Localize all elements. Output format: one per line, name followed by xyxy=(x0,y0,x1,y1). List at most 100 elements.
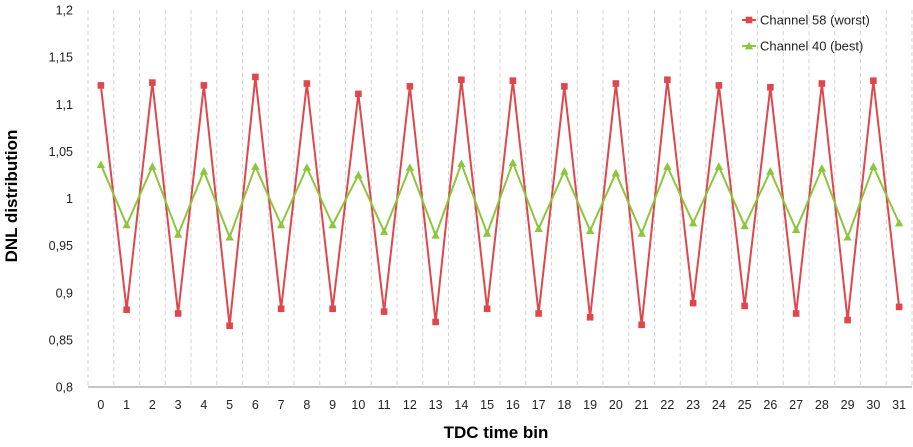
y-tick-label: 1,15 xyxy=(49,51,73,65)
data-point xyxy=(843,232,852,241)
data-point xyxy=(844,316,851,324)
data-point xyxy=(741,302,748,310)
data-point xyxy=(432,318,439,326)
data-point xyxy=(534,224,543,233)
data-point xyxy=(638,321,645,329)
data-point xyxy=(149,79,156,86)
data-point xyxy=(688,218,698,227)
x-tick-label: 9 xyxy=(329,398,336,412)
data-point xyxy=(302,163,312,171)
x-tick-label: 26 xyxy=(763,398,777,412)
x-tick-label: 28 xyxy=(815,398,829,412)
series-layer xyxy=(96,73,904,330)
legend-item: Channel 40 (best) xyxy=(742,39,863,54)
y-tick-label: 1,1 xyxy=(56,98,73,112)
data-point xyxy=(767,83,774,91)
data-point xyxy=(560,166,569,175)
x-tick-label: 20 xyxy=(609,398,623,412)
x-tick-label: 0 xyxy=(97,398,104,412)
legend: Channel 58 (worst) Channel 40 (best) xyxy=(742,13,870,54)
x-tick-label: 7 xyxy=(278,398,285,412)
x-tick-label: 1 xyxy=(123,398,130,412)
data-point xyxy=(200,82,208,89)
x-tick-label: 10 xyxy=(351,398,365,412)
data-point xyxy=(457,159,466,168)
x-tick-label: 25 xyxy=(738,398,752,412)
x-tick-label: 2 xyxy=(149,398,156,412)
series-line xyxy=(99,161,901,239)
data-point xyxy=(895,303,903,311)
data-point xyxy=(483,305,491,313)
data-point xyxy=(174,310,182,317)
legend-item: Channel 58 (worst) xyxy=(742,13,870,28)
data-point xyxy=(96,160,106,168)
x-tick-label: 29 xyxy=(841,398,855,412)
x-tick-labels: 0 1 2 3 4 5 6 7 8 9 10 11 12 13 14 15 16 17 18 19 20 21 22 23 24… xyxy=(97,398,906,412)
data-point xyxy=(199,166,209,175)
data-point xyxy=(431,231,440,239)
x-tick-label: 18 xyxy=(557,398,571,412)
series-line xyxy=(99,75,901,327)
data-point xyxy=(251,162,260,170)
data-point xyxy=(869,162,878,170)
x-tick-label: 14 xyxy=(454,398,468,412)
data-point xyxy=(664,76,671,84)
data-point xyxy=(791,225,801,234)
legend-marker xyxy=(744,41,754,50)
x-tick-label: 21 xyxy=(635,398,649,412)
data-point xyxy=(509,77,517,84)
x-tick-label: 19 xyxy=(583,398,597,412)
x-tick-label: 22 xyxy=(660,398,674,412)
x-tick-label: 16 xyxy=(506,398,520,412)
data-point xyxy=(870,77,877,84)
data-point xyxy=(715,82,723,89)
x-tick-label: 17 xyxy=(532,398,546,412)
x-tick-label: 13 xyxy=(429,398,443,412)
x-tick-label: 24 xyxy=(712,398,726,412)
data-point xyxy=(226,322,233,330)
data-point xyxy=(406,83,414,90)
data-point xyxy=(328,220,337,229)
data-point xyxy=(482,229,492,237)
y-tick-label: 0,95 xyxy=(49,239,73,253)
x-tick-label: 30 xyxy=(866,398,880,412)
data-point xyxy=(97,82,105,89)
data-point xyxy=(173,230,183,238)
x-tick-label: 3 xyxy=(175,398,182,412)
data-point xyxy=(405,163,415,171)
x-tick-label: 15 xyxy=(480,398,494,412)
data-point xyxy=(379,227,389,235)
data-point xyxy=(714,162,724,170)
data-point xyxy=(740,221,749,230)
y-tick-label: 0,8 xyxy=(56,381,73,395)
data-point xyxy=(817,164,827,172)
x-tick-label: 31 xyxy=(892,398,906,412)
y-tick-label: 1 xyxy=(66,192,73,206)
data-point xyxy=(252,73,259,81)
data-point xyxy=(894,218,904,227)
x-tick-label: 11 xyxy=(378,398,391,412)
series-1 xyxy=(97,73,903,330)
x-tick-label: 23 xyxy=(686,398,700,412)
y-tick-label: 0,9 xyxy=(56,286,73,300)
legend-marker xyxy=(745,16,753,24)
data-point xyxy=(508,158,518,167)
data-point xyxy=(380,308,388,315)
y-tick-label: 1,2 xyxy=(56,4,73,18)
data-point xyxy=(611,168,621,177)
data-point xyxy=(612,80,620,87)
data-point xyxy=(535,310,542,317)
data-point xyxy=(148,162,157,170)
data-point xyxy=(354,170,363,179)
data-point xyxy=(689,299,697,307)
x-tick-label: 27 xyxy=(789,398,803,412)
y-axis-title: DNL distribution xyxy=(2,130,21,263)
data-point xyxy=(276,220,286,229)
data-point xyxy=(792,310,800,317)
data-point xyxy=(818,80,826,87)
data-point xyxy=(329,305,336,313)
y-tick-label: 1,05 xyxy=(49,145,73,159)
x-tick-label: 5 xyxy=(226,398,233,412)
legend-label: Channel 58 (worst) xyxy=(760,13,870,28)
